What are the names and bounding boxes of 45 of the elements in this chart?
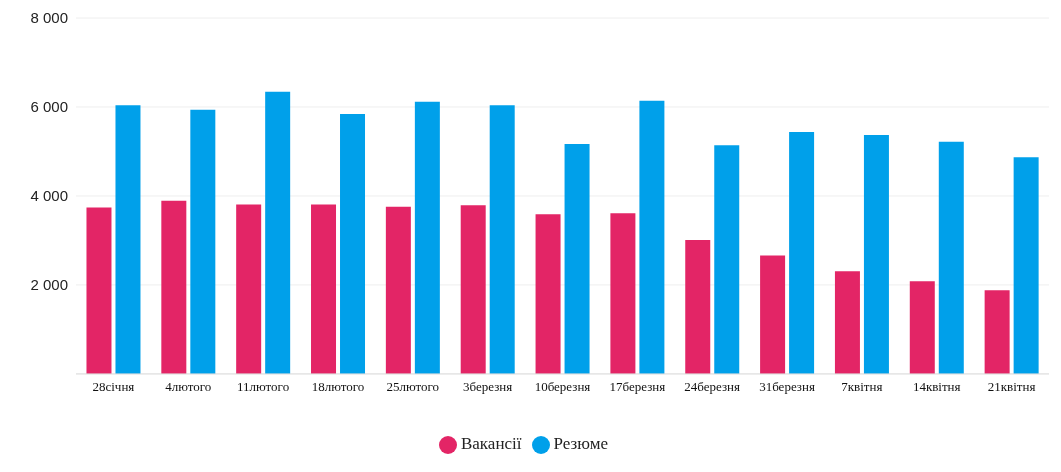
- bar: [760, 255, 786, 374]
- x-tick-label: 25лютого: [386, 379, 440, 395]
- bar: [535, 214, 561, 374]
- x-tick-label: 31березня: [759, 379, 815, 395]
- bar: [489, 105, 515, 374]
- y-tick-label: 4 000: [30, 187, 68, 205]
- x-tick-label: 10березня: [534, 379, 591, 395]
- bar: [460, 205, 486, 374]
- x-tick-label: 14квітня: [912, 379, 961, 395]
- bar: [161, 200, 187, 374]
- bar: [639, 100, 665, 374]
- bar: [863, 135, 889, 374]
- y-tick-label: 2 000: [30, 276, 68, 294]
- bar: [938, 141, 964, 374]
- x-tick-label: 7квітня: [841, 379, 883, 395]
- x-tick-label: 11лютого: [237, 379, 290, 395]
- bar: [1013, 157, 1039, 374]
- bar: [385, 206, 411, 374]
- bar: [564, 143, 590, 374]
- bar: [789, 131, 815, 374]
- x-tick-label: 4лютого: [165, 379, 212, 395]
- bar: [190, 109, 216, 374]
- bar: [414, 101, 440, 374]
- bar: [236, 204, 262, 374]
- x-tick-label: 24березня: [684, 379, 741, 395]
- bar: [909, 281, 935, 374]
- x-tick-label: 21квітня: [987, 379, 1036, 395]
- bar: [610, 213, 636, 374]
- bar: [86, 207, 112, 374]
- y-tick-label: 8 000: [30, 9, 68, 27]
- x-tick-label: 3березня: [463, 379, 513, 395]
- bar: [265, 91, 291, 374]
- y-tick-label: 6 000: [30, 98, 68, 116]
- bar: [714, 145, 740, 374]
- bar: [115, 105, 141, 374]
- x-tick-label: 28січня: [92, 379, 135, 395]
- x-tick-label: 18лютого: [311, 379, 365, 395]
- bar: [340, 114, 366, 374]
- bar: [984, 290, 1010, 374]
- bar: [834, 271, 860, 374]
- legend-label: Вакансії: [460, 433, 522, 453]
- legend-label: Резюме: [553, 433, 608, 453]
- bar: [311, 204, 337, 374]
- bar: [685, 240, 711, 374]
- x-tick-label: 17березня: [609, 379, 666, 395]
